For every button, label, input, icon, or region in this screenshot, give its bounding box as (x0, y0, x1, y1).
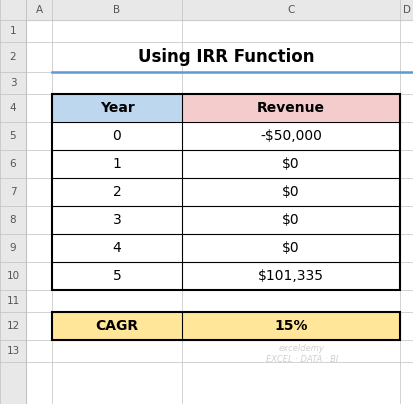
Bar (0, 20, 26, 404)
Text: $0: $0 (282, 157, 299, 171)
Text: D: D (402, 5, 410, 15)
Bar (182, 150, 399, 178)
Text: 7: 7 (9, 187, 16, 197)
Bar (182, 94, 399, 122)
Text: 15%: 15% (273, 319, 307, 333)
Text: 4: 4 (9, 103, 16, 113)
Bar (52, 178, 182, 206)
Text: 0: 0 (112, 129, 121, 143)
Text: C: C (287, 5, 294, 15)
Text: $0: $0 (282, 185, 299, 199)
Text: 5: 5 (112, 269, 121, 283)
Text: A: A (36, 5, 43, 15)
Text: 5: 5 (9, 131, 16, 141)
Bar (52, 122, 182, 150)
Text: 1: 1 (9, 26, 16, 36)
Text: 3: 3 (9, 78, 16, 88)
Text: 6: 6 (9, 159, 16, 169)
Text: Using IRR Function: Using IRR Function (138, 48, 313, 66)
Text: exceldemy
EXCEL · DATA · BI: exceldemy EXCEL · DATA · BI (265, 344, 337, 364)
Text: $101,335: $101,335 (257, 269, 323, 283)
Text: 12: 12 (6, 321, 19, 331)
Bar (52, 312, 399, 340)
Bar (52, 206, 182, 234)
Text: 11: 11 (6, 296, 19, 306)
Bar (52, 262, 182, 290)
Text: 1: 1 (112, 157, 121, 171)
Bar (182, 206, 399, 234)
Bar (182, 234, 399, 262)
Text: $0: $0 (282, 213, 299, 227)
Bar (0, 0, 413, 20)
Text: 2: 2 (112, 185, 121, 199)
Text: $0: $0 (282, 241, 299, 255)
Bar (52, 150, 182, 178)
Text: B: B (113, 5, 120, 15)
Bar (52, 94, 399, 290)
Bar (52, 312, 182, 340)
Text: -$50,000: -$50,000 (259, 129, 321, 143)
Text: 10: 10 (7, 271, 19, 281)
Text: 9: 9 (9, 243, 16, 253)
Bar (182, 178, 399, 206)
Text: 4: 4 (112, 241, 121, 255)
Text: 3: 3 (112, 213, 121, 227)
Bar (182, 262, 399, 290)
Text: Revenue: Revenue (256, 101, 324, 115)
Bar (52, 94, 182, 122)
Bar (182, 312, 399, 340)
Bar (182, 122, 399, 150)
Text: CAGR: CAGR (95, 319, 138, 333)
Bar (52, 234, 182, 262)
Text: 13: 13 (6, 346, 19, 356)
Text: Year: Year (100, 101, 134, 115)
Text: 8: 8 (9, 215, 16, 225)
Text: 2: 2 (9, 52, 16, 62)
